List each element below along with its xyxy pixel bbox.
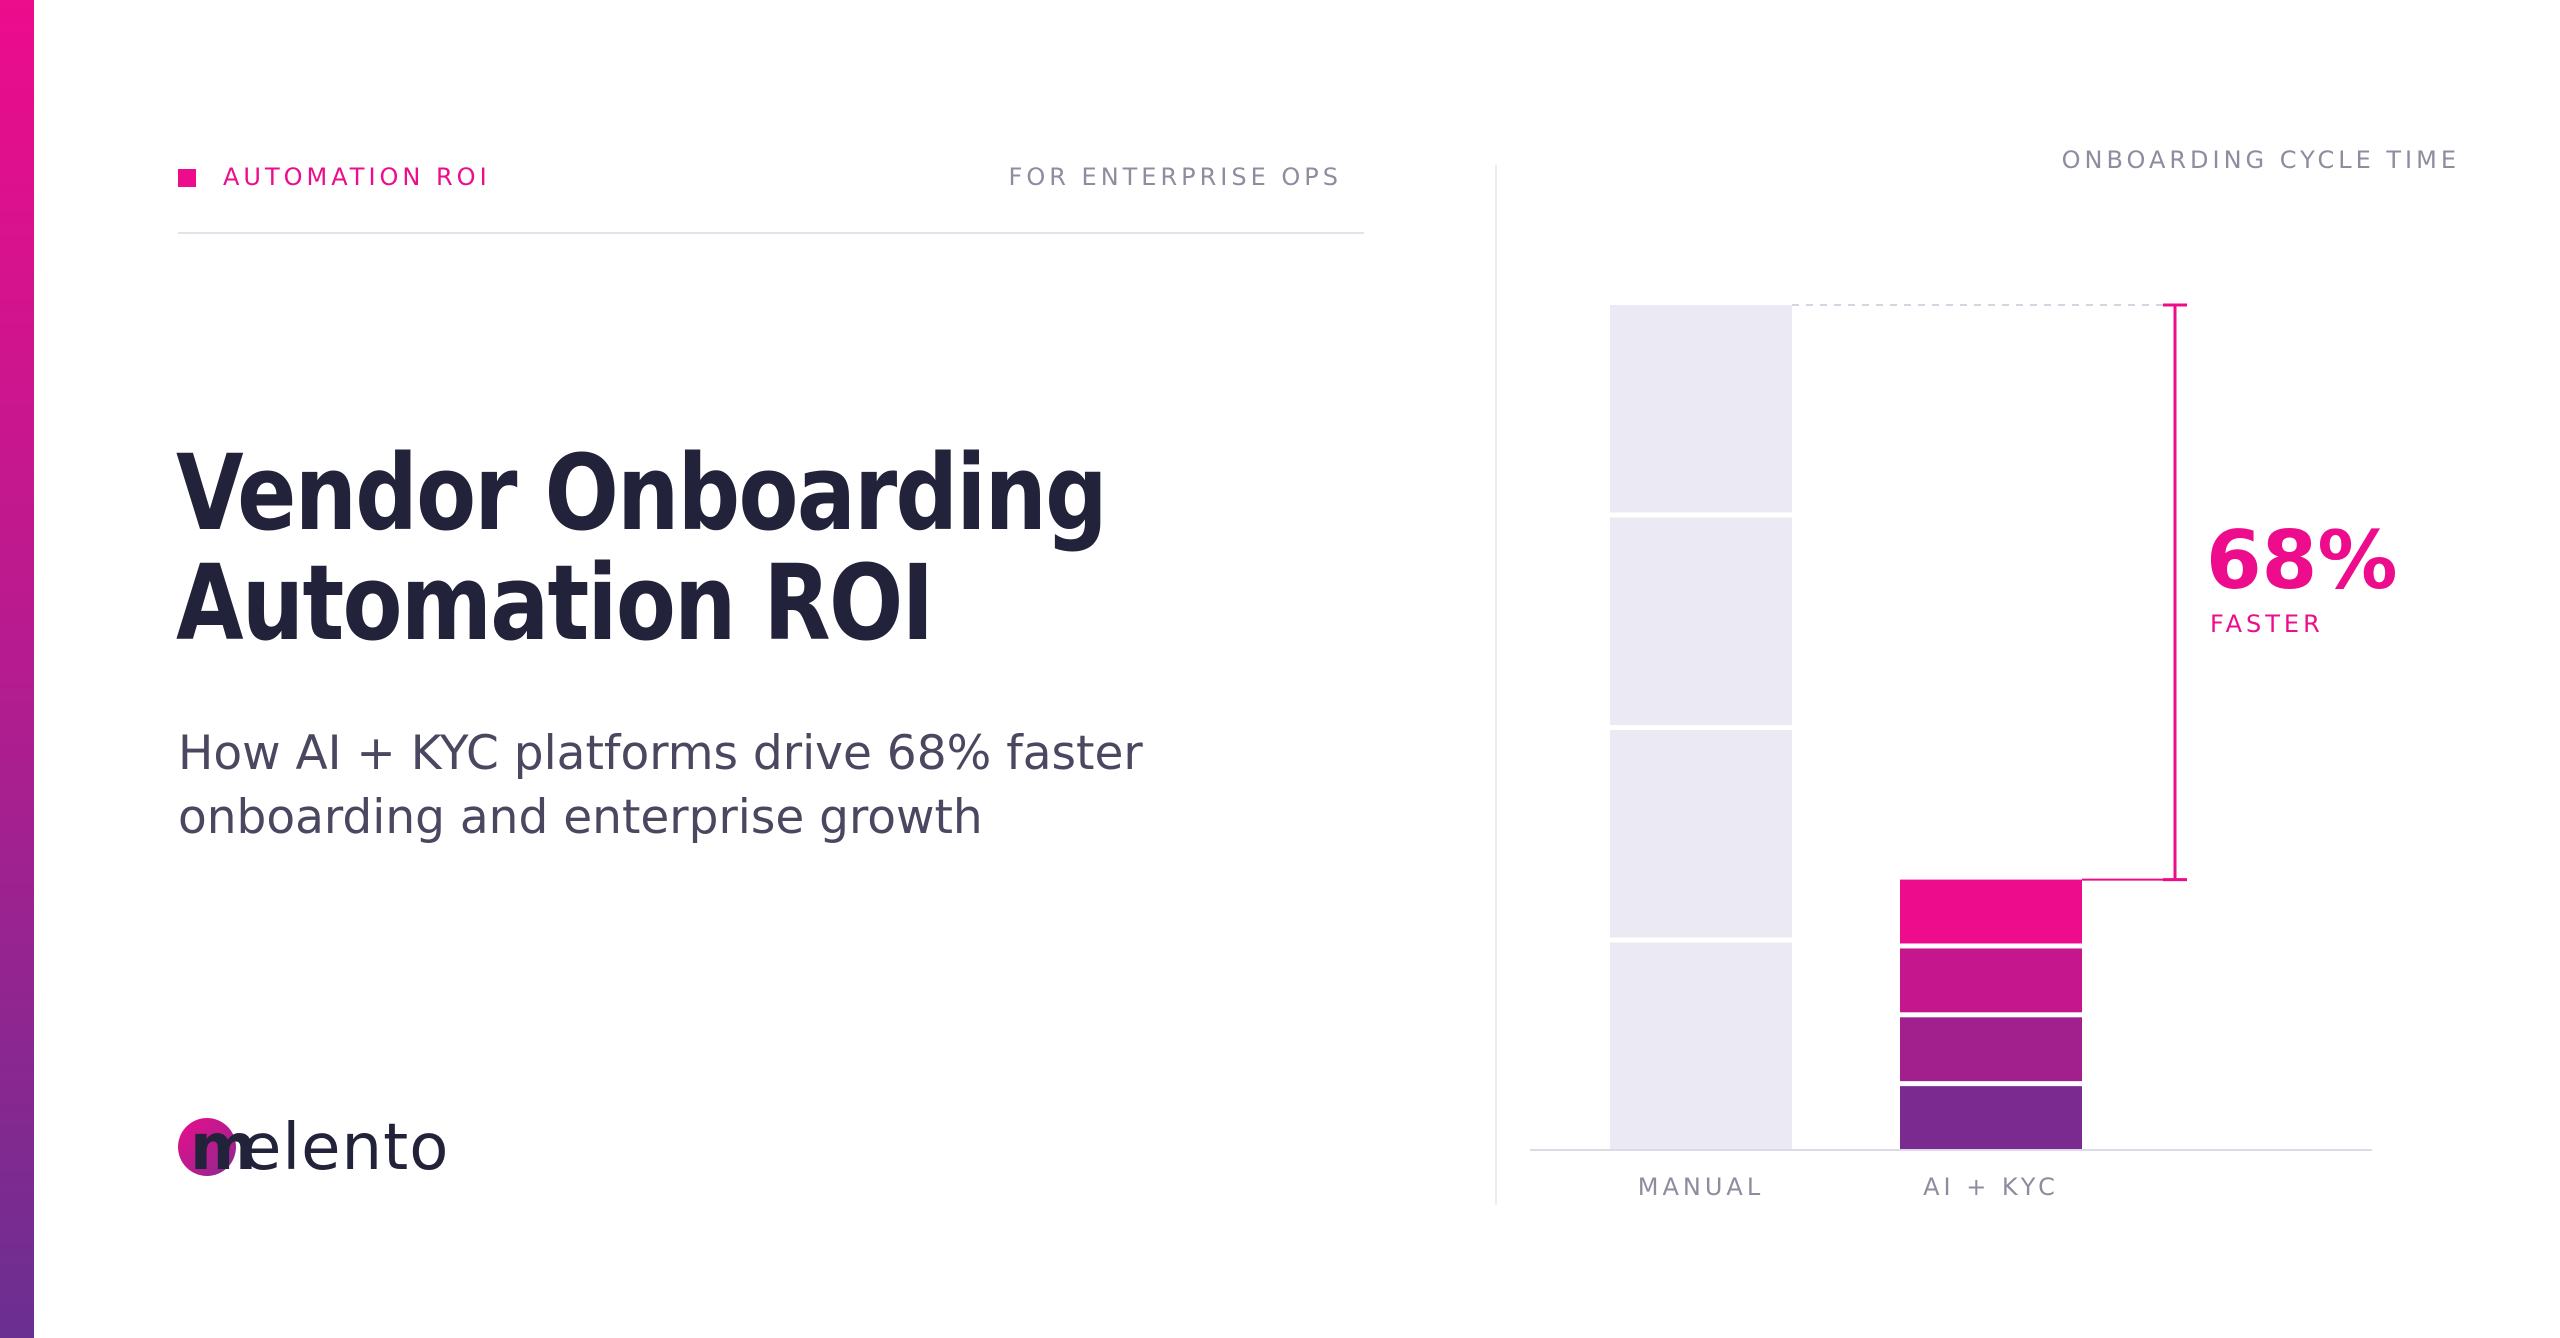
subtitle-line-2: onboarding and enterprise growth	[178, 790, 983, 845]
cycle-time-chart: 68% FASTER MANUAL AI + KYC	[1530, 303, 2397, 1201]
bar-manual	[1610, 305, 1792, 1150]
bar-segment	[1610, 942, 1792, 1150]
vertical-divider	[1495, 165, 1497, 1205]
audience-label: FOR ENTERPRISE OPS	[1008, 163, 1342, 191]
difference-bracket	[2082, 303, 2187, 882]
logo-mark-letter: m	[190, 1111, 257, 1185]
bar-segment	[1610, 305, 1792, 513]
bar-segment	[1610, 517, 1792, 725]
tag-square-icon	[178, 169, 196, 187]
bar-ai-kyc	[1900, 879, 2082, 1150]
bar-segment	[1900, 1017, 2082, 1082]
accent-bar	[0, 0, 34, 1338]
annotation-label: FASTER	[2210, 610, 2324, 638]
page-title: Vendor Onboarding Automation ROI	[176, 438, 1184, 658]
header-strip: AUTOMATION ROI FOR ENTERPRISE OPS	[178, 163, 1364, 195]
tag-label: AUTOMATION ROI	[223, 163, 491, 191]
logo-wordmark: elento	[242, 1111, 450, 1185]
category-label: MANUAL	[1638, 1173, 1764, 1201]
bar-segment	[1900, 948, 2082, 1013]
subtitle-line-1: How AI + KYC platforms drive 68% faster	[178, 726, 1143, 781]
logo-circle-icon	[178, 1118, 236, 1176]
title-line-2: Automation ROI	[176, 542, 934, 664]
chart-title: ONBOARDING CYCLE TIME	[2061, 146, 2460, 174]
title-line-1: Vendor Onboarding	[176, 432, 1108, 554]
bar-segment	[1610, 730, 1792, 938]
category-label: AI + KYC	[1923, 1173, 2059, 1201]
bar-segment	[1900, 879, 2082, 944]
annotation-value: 68%	[2206, 514, 2397, 607]
bar-segment	[1900, 1086, 2082, 1150]
header-divider	[178, 232, 1364, 234]
page-subtitle: How AI + KYC platforms drive 68% faster …	[178, 722, 1358, 850]
